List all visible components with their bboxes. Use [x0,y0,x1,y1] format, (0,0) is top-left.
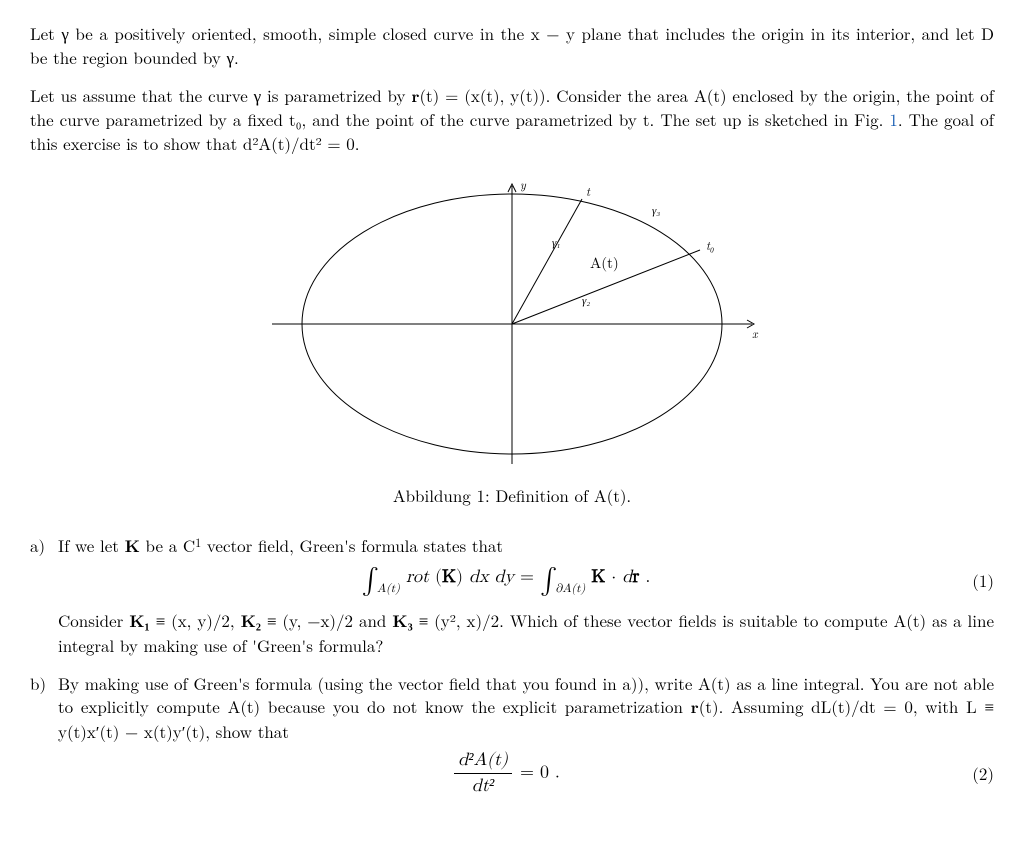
part-a-label: a) [30,534,58,658]
text: Let us assume that the curve γ is parame… [30,83,411,107]
part-a-lead: If we let K be a C1 vector field, Green'… [58,534,994,559]
equation-number-1: (1) [954,569,994,593]
label-t: t [586,183,591,200]
equation-1: ∫A(t) rot (K) dx dy = ∫∂A(t) K · dr . (1… [58,563,994,599]
integral-domain: A(t) [377,583,400,595]
label-gamma3: γ₃ [652,203,660,218]
axis-label-x: x [752,325,759,342]
caption-label: Abbildung 1: [393,483,496,507]
fraction: d²A(t) dt² [454,748,512,799]
text: ≡ (y, −x)/2 and [261,608,392,632]
axis-label-y: y [520,176,527,193]
figure-caption: Abbildung 1: Definition of A(t). [30,484,994,508]
figure-reference-link[interactable]: 1 [889,107,898,131]
text: be a C [140,533,195,557]
vector-K2: K₂ [241,609,261,633]
integral-boundary: ∂A(t) [555,583,585,595]
equation-number-2: (2) [954,762,994,786]
text: Consider [58,608,129,632]
part-a-tail: Consider K₁ ≡ (x, y)/2, K₂ ≡ (y, −x)/2 a… [58,609,994,658]
label-At: A(t) [590,252,619,273]
vector-K1: K₁ [129,609,149,633]
vector-r: r [691,695,699,719]
text: vector field, Green's formula states tha… [201,533,503,557]
part-b-text: By making use of Green's formula (using … [58,672,994,744]
label-gamma2: γ₂ [582,293,590,308]
caption-text: Definition of A(t). [495,483,631,507]
figure-1: y x t t₀ γ₁ γ₂ γ₃ A(t) Abbildung 1: Defi… [30,174,994,508]
vector-K3: K₃ [392,609,412,633]
figure-svg: y x t t₀ γ₁ γ₂ γ₃ A(t) [252,174,772,474]
intro-para-2: Let us assume that the curve γ is parame… [30,84,994,156]
fraction-numerator: d²A(t) [454,748,512,774]
equals-zero: = 0 . [514,764,560,782]
vector-K: K [125,534,140,558]
equals: = [520,568,540,586]
label-t0: t₀ [706,237,714,254]
fraction-denominator: dt² [454,774,512,799]
part-b: b) By making use of Green's formula (usi… [30,672,994,810]
part-b-label: b) [30,672,58,810]
label-gamma1: γ₁ [552,235,560,250]
equation-2: d²A(t) dt² = 0 . (2) [58,748,994,799]
text: ≡ (x, y)/2, [150,608,241,632]
text: If we let [58,533,125,557]
part-a: a) If we let K be a C1 vector field, Gre… [30,534,994,658]
intro-para-1: Let γ be a positively oriented, smooth, … [30,22,994,70]
